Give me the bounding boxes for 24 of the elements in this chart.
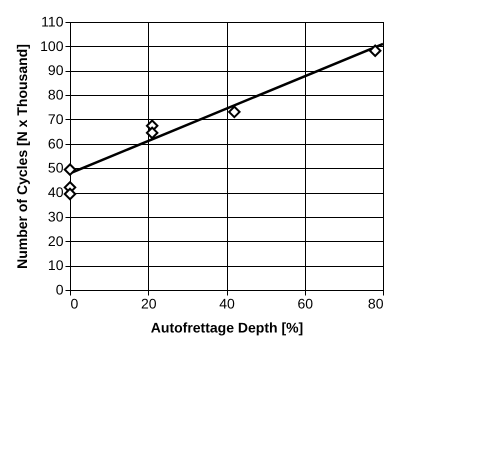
x-tick-label: 0	[70, 296, 78, 312]
point	[228, 106, 241, 118]
x-tick-label: 40	[219, 296, 235, 312]
y-tick-label: 0	[56, 282, 64, 298]
point	[368, 44, 382, 57]
y-tick-label: 50	[48, 160, 64, 176]
point	[64, 188, 76, 200]
y-axis-title: Number of Cycles [N x Thousand]	[14, 44, 30, 269]
y-tick-label: 60	[48, 135, 64, 152]
x-axis-title: Autofrettage Depth [%]	[150, 320, 304, 336]
y-tick-label: 20	[48, 232, 64, 249]
y-tick-label: 30	[48, 208, 64, 224]
y-tick-label: 40	[48, 184, 64, 200]
x-tick-label: 80	[368, 296, 384, 312]
x-tick-label: 20	[140, 296, 157, 312]
x-tick-label: 60	[297, 296, 314, 312]
y-tick-label: 100	[40, 38, 64, 54]
y-tick-label: 70	[48, 110, 64, 127]
point	[146, 126, 158, 140]
y-tick-label: 90	[48, 62, 64, 78]
y-tick-label: 80	[48, 86, 64, 103]
y-tick-label: 110	[41, 14, 64, 30]
point	[64, 163, 76, 176]
y-tick-label: 10	[48, 257, 64, 274]
